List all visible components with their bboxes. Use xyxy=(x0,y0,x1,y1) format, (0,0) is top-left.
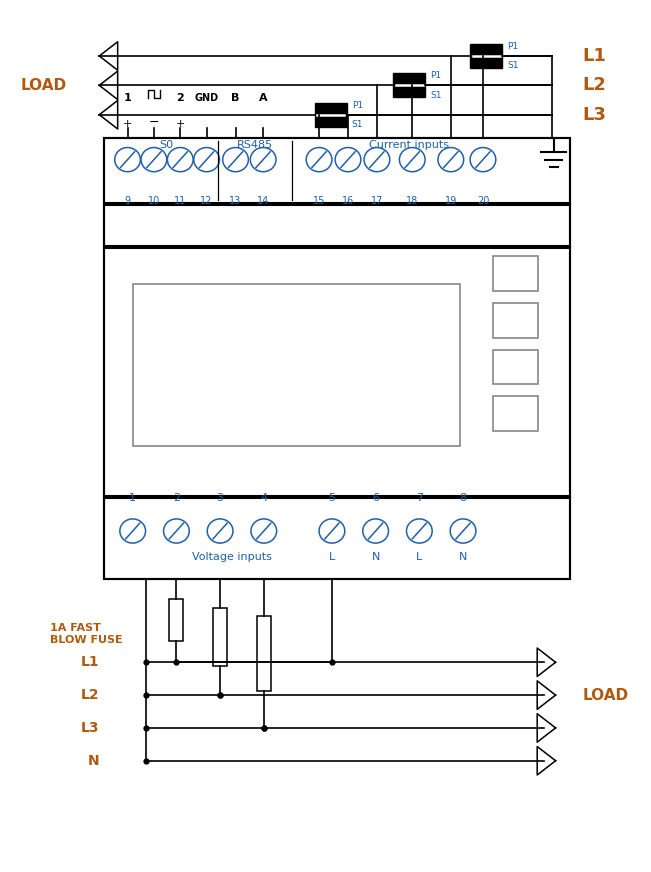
Text: L: L xyxy=(329,551,335,562)
Text: L3: L3 xyxy=(81,721,100,735)
Text: A: A xyxy=(259,93,268,104)
Bar xyxy=(104,248,570,496)
Text: 14: 14 xyxy=(257,196,270,206)
Bar xyxy=(213,608,227,666)
Bar xyxy=(104,138,570,203)
Text: 16: 16 xyxy=(342,196,354,206)
Text: 15: 15 xyxy=(313,196,326,206)
Bar xyxy=(104,498,570,578)
Text: P1: P1 xyxy=(507,42,518,51)
Text: 2: 2 xyxy=(173,494,180,503)
Text: N: N xyxy=(372,551,380,562)
Text: −: − xyxy=(148,116,159,129)
Text: S0: S0 xyxy=(159,140,173,150)
Bar xyxy=(104,205,570,246)
Text: 17: 17 xyxy=(370,196,383,206)
Text: L2: L2 xyxy=(583,77,607,94)
Text: 1: 1 xyxy=(124,93,132,104)
Text: GND: GND xyxy=(195,93,219,104)
Bar xyxy=(493,350,538,385)
Text: 10: 10 xyxy=(148,196,160,206)
Text: S1: S1 xyxy=(507,61,519,70)
Text: S1: S1 xyxy=(430,91,442,99)
Text: P1: P1 xyxy=(430,72,441,80)
Text: 18: 18 xyxy=(406,196,419,206)
Text: +: + xyxy=(123,119,132,129)
Text: Current inputs: Current inputs xyxy=(369,140,449,150)
Text: 20: 20 xyxy=(477,196,489,206)
Bar xyxy=(314,103,347,126)
Text: Voltage inputs: Voltage inputs xyxy=(193,551,272,562)
Text: 1: 1 xyxy=(129,494,136,503)
Bar xyxy=(493,396,538,431)
Text: 8: 8 xyxy=(460,494,467,503)
Bar xyxy=(169,599,184,641)
Text: 5: 5 xyxy=(328,494,335,503)
Text: RS485: RS485 xyxy=(237,140,273,150)
Bar xyxy=(493,256,538,291)
Bar xyxy=(493,303,538,337)
Text: N: N xyxy=(459,551,467,562)
Text: B: B xyxy=(231,93,240,104)
Text: S1: S1 xyxy=(352,119,363,129)
Bar xyxy=(393,73,425,98)
Bar xyxy=(256,616,271,691)
Text: N: N xyxy=(88,753,100,767)
Text: L1: L1 xyxy=(81,655,100,670)
Text: 4: 4 xyxy=(260,494,268,503)
Text: +: + xyxy=(176,119,185,129)
Text: 7: 7 xyxy=(416,494,423,503)
Bar xyxy=(470,44,502,68)
Text: L3: L3 xyxy=(583,106,607,124)
Text: 9: 9 xyxy=(124,196,131,206)
Text: 11: 11 xyxy=(174,196,186,206)
Text: L2: L2 xyxy=(81,688,100,702)
Text: 13: 13 xyxy=(229,196,242,206)
Text: 12: 12 xyxy=(201,196,213,206)
Text: L: L xyxy=(416,551,422,562)
Text: 19: 19 xyxy=(445,196,457,206)
Bar xyxy=(133,284,460,446)
Text: 1A FAST
BLOW FUSE: 1A FAST BLOW FUSE xyxy=(50,623,123,645)
Bar xyxy=(104,138,570,578)
Text: 2: 2 xyxy=(176,93,184,104)
Text: LOAD: LOAD xyxy=(21,78,67,92)
Text: 3: 3 xyxy=(217,494,223,503)
Text: 6: 6 xyxy=(372,494,379,503)
Text: P1: P1 xyxy=(352,100,363,110)
Text: L1: L1 xyxy=(583,47,607,65)
Text: LOAD: LOAD xyxy=(583,688,629,703)
